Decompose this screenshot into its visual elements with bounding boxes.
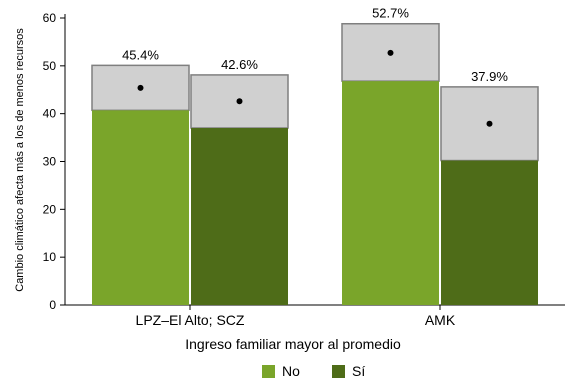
y-tick-label: 20 (43, 202, 57, 216)
y-axis: 0 10 20 30 40 50 60 (43, 11, 66, 312)
point-estimate (137, 84, 144, 91)
data-label: 45.4% (122, 47, 159, 62)
bar-no (92, 110, 189, 306)
y-axis-label: Cambio climático afecta más a los de men… (14, 28, 26, 292)
point-estimate (236, 98, 243, 105)
y-tick-label: 0 (49, 298, 56, 312)
legend: No Sí (262, 363, 365, 379)
point-estimate (387, 49, 394, 56)
bar-sí (191, 128, 288, 305)
point-estimate (486, 120, 493, 127)
y-tick-label: 30 (43, 155, 57, 169)
y-tick-label: 50 (43, 59, 57, 73)
legend-label: Sí (352, 363, 365, 379)
bar-no (342, 81, 439, 305)
legend-label: No (282, 363, 300, 379)
y-tick-label: 10 (43, 250, 57, 264)
x-axis: LPZ–El Alto; SCZ AMK (65, 304, 565, 328)
data-label: 52.7% (372, 6, 409, 21)
legend-swatch-no (262, 365, 275, 378)
data-label: 37.9% (471, 69, 508, 84)
y-tick-label: 60 (43, 11, 57, 25)
bars: 45.4% 42.6% 52.7% 37.9% (91, 6, 539, 306)
y-tick-label: 40 (43, 107, 57, 121)
x-tick-label: LPZ–El Alto; SCZ (136, 312, 245, 328)
x-tick-label: AMK (425, 312, 456, 328)
bar-sí (441, 160, 538, 305)
x-axis-label: Ingreso familiar mayor al promedio (185, 336, 401, 352)
data-label: 42.6% (221, 57, 258, 72)
legend-swatch-sí (332, 365, 345, 378)
